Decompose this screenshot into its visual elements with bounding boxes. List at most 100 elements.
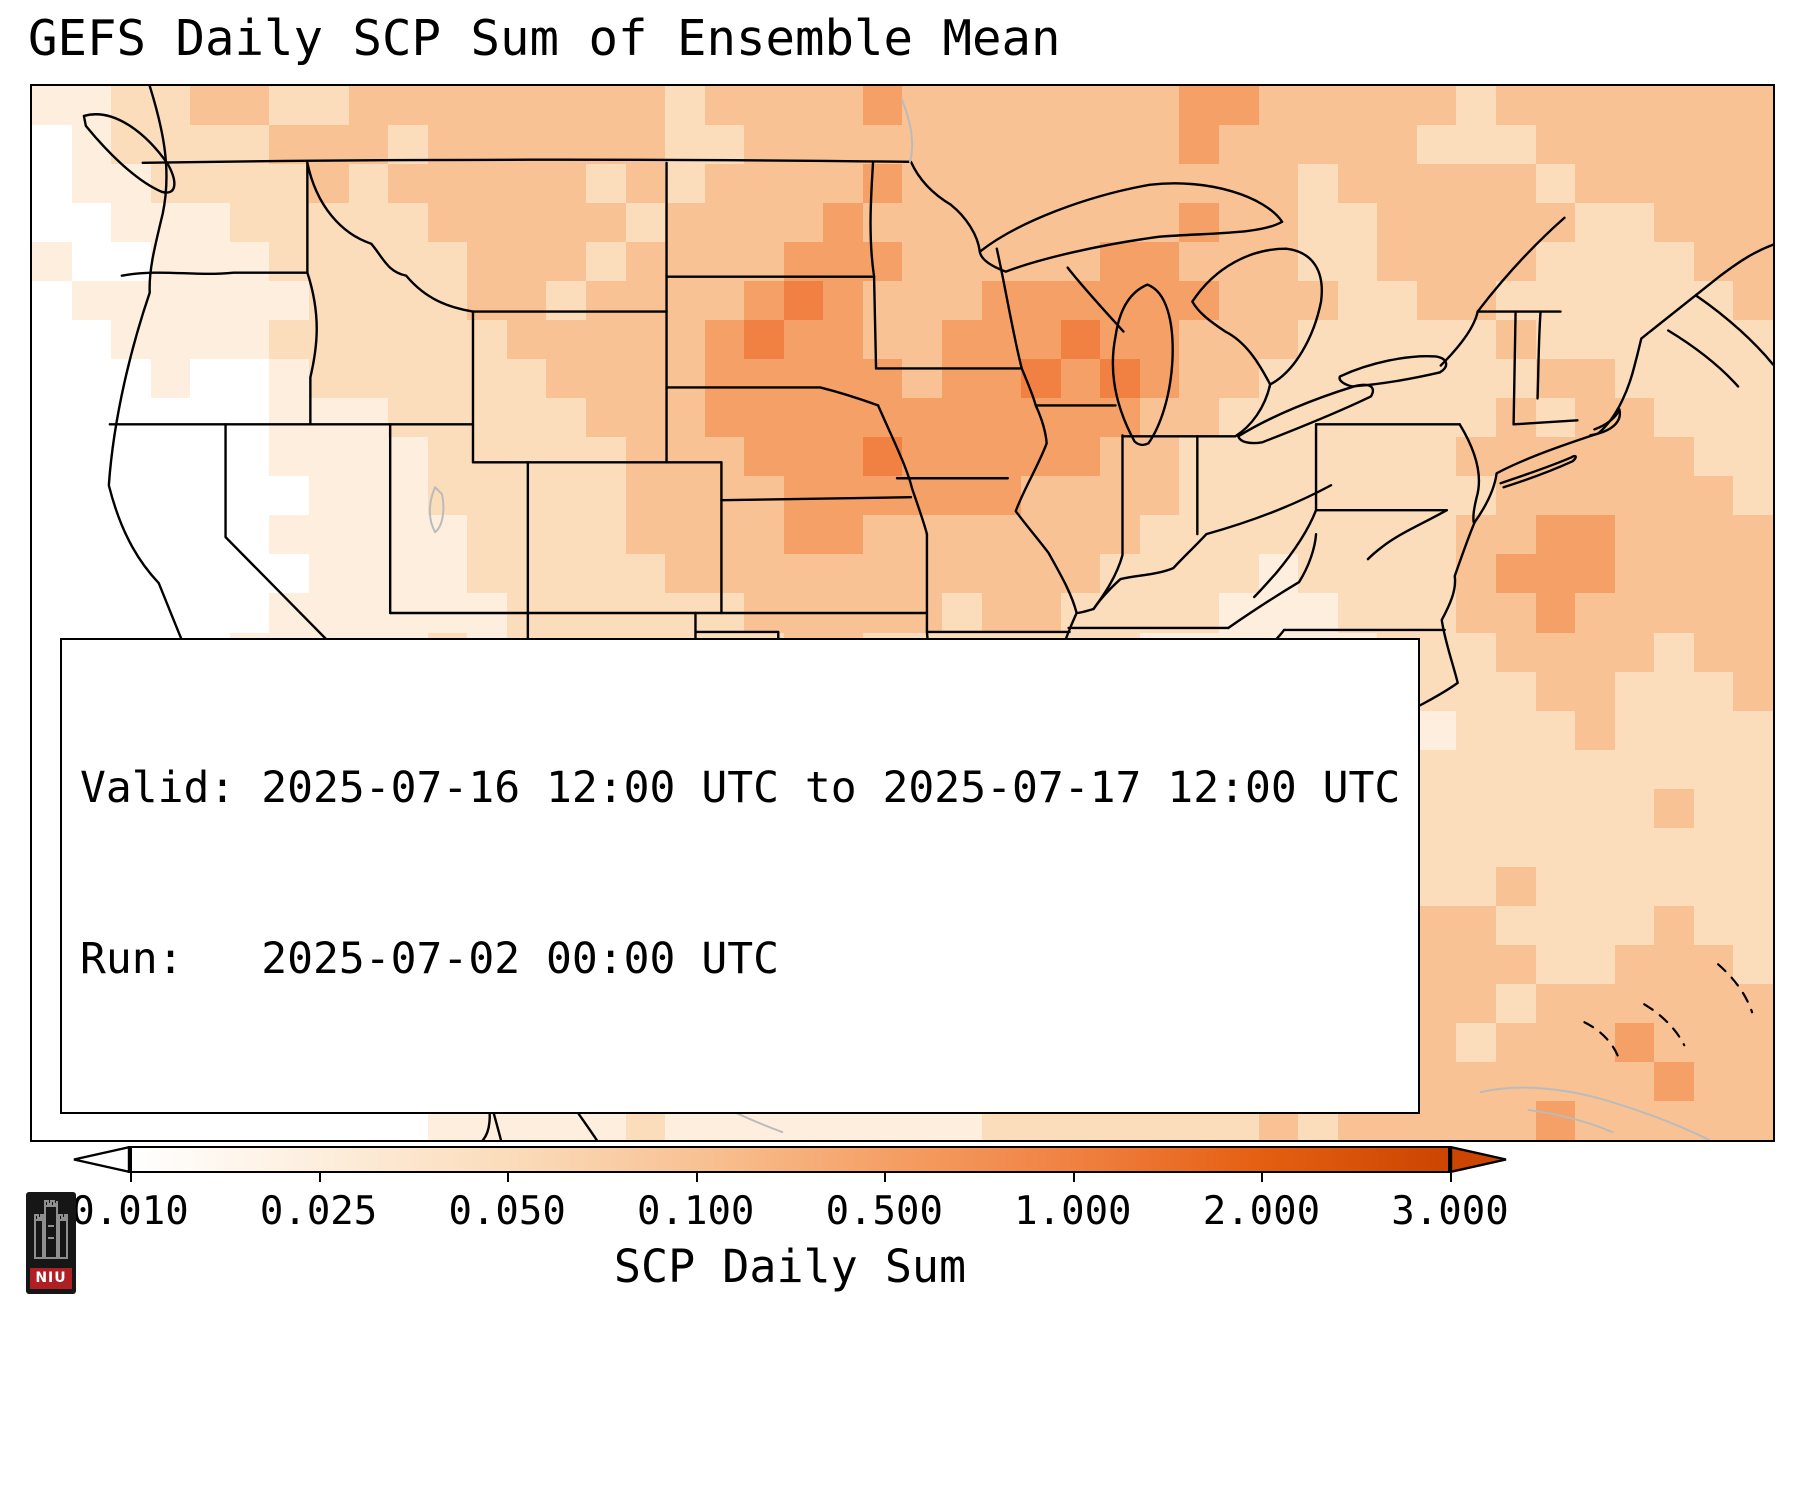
scp-grid-cell: [388, 86, 428, 126]
scp-grid-cell: [744, 203, 784, 243]
scp-grid-cell: [1654, 749, 1694, 789]
scp-grid-cell: [1654, 944, 1694, 984]
scp-grid-cell: [71, 554, 112, 594]
scp-grid-cell: [1733, 788, 1773, 828]
scp-grid-cell: [32, 281, 72, 321]
scp-grid-cell: [1060, 125, 1101, 165]
scp-grid-cell: [1496, 1061, 1536, 1101]
colorbar-tick-label: 0.100: [637, 1189, 755, 1234]
scp-grid-cell: [1337, 398, 1378, 438]
scp-grid-cell: [190, 359, 230, 399]
scp-grid-cell: [1298, 437, 1338, 477]
scp-grid-cell: [823, 125, 863, 165]
scp-grid-cell: [506, 359, 547, 399]
scp-grid-cell: [942, 476, 982, 516]
scp-grid-cell: [1139, 515, 1180, 555]
scp-grid-cell: [427, 320, 468, 360]
scp-grid-cell: [32, 320, 72, 360]
scp-grid-cell: [1575, 710, 1615, 750]
scp-grid-cell: [1219, 242, 1259, 282]
scp-grid-cell: [1219, 515, 1259, 555]
scp-grid-cell: [1179, 437, 1220, 477]
scp-grid-cell: [1733, 398, 1773, 438]
great-lakes-outlines: [978, 182, 1448, 446]
scp-grid-cell: [71, 242, 112, 282]
scp-grid-cell: [229, 359, 270, 399]
scp-grid-cell: [1100, 515, 1140, 555]
scp-grid-cell: [229, 164, 270, 204]
scp-grid-cell: [942, 593, 982, 633]
scp-grid-cell: [1654, 788, 1694, 828]
scp-grid-cell: [1416, 866, 1457, 906]
scp-grid-cell: [467, 554, 507, 594]
scp-grid-cell: [269, 515, 309, 555]
scp-grid-cell: [546, 398, 586, 438]
scp-grid-cell: [585, 359, 626, 399]
scp-grid-cell: [348, 164, 389, 204]
scp-grid-cell: [1298, 593, 1338, 633]
scp-grid-cell: [1298, 320, 1338, 360]
scp-grid-cell: [1456, 866, 1497, 906]
scp-grid-cell: [71, 320, 112, 360]
scp-grid-cell: [1575, 554, 1615, 594]
scp-grid-cell: [1614, 476, 1655, 516]
scp-grid-cell: [348, 398, 389, 438]
scp-grid-cell: [150, 281, 191, 321]
scp-grid-cell: [269, 359, 309, 399]
scp-grid-cell: [1258, 320, 1299, 360]
scp-grid-cell: [1693, 164, 1734, 204]
scp-grid-cell: [783, 398, 824, 438]
scp-grid-cell: [1575, 359, 1615, 399]
scp-grid-cell: [1693, 554, 1734, 594]
scp-grid-cell: [1377, 398, 1417, 438]
scp-grid-cell: [585, 125, 626, 165]
scp-grid-cell: [1614, 242, 1655, 282]
scp-grid-cell: [190, 437, 230, 477]
scp-grid-cell: [1496, 242, 1536, 282]
colorbar-extend-right-arrow: [1450, 1146, 1507, 1173]
scp-grid-cell: [269, 281, 309, 321]
scp-grid-cell: [1693, 593, 1734, 633]
scp-grid-cell: [1575, 866, 1615, 906]
scp-grid-cell: [1060, 203, 1101, 243]
scp-grid-cell: [1614, 593, 1655, 633]
scp-grid-cell: [308, 164, 349, 204]
scp-grid-cell: [71, 281, 112, 321]
scp-grid-cell: [625, 476, 666, 516]
scp-grid-cell: [783, 203, 824, 243]
scp-grid-cell: [546, 125, 586, 165]
scp-grid-cell: [1535, 203, 1576, 243]
scp-grid-cell: [1258, 125, 1299, 165]
scp-grid-cell: [1021, 86, 1061, 126]
scp-grid-cell: [1298, 242, 1338, 282]
scp-grid-cell: [269, 437, 309, 477]
scp-grid-cell: [111, 437, 151, 477]
scp-grid-cell: [111, 593, 151, 633]
scp-grid-cell: [704, 554, 745, 594]
scp-grid-cell: [1614, 983, 1655, 1023]
scp-grid-cell: [269, 242, 309, 282]
scp-grid-cell: [1614, 710, 1655, 750]
scp-grid-cell: [1139, 476, 1180, 516]
colorbar-tick-mark: [1450, 1173, 1452, 1182]
scp-grid-cell: [1337, 320, 1378, 360]
colorbar-tick-mark: [507, 1173, 510, 1182]
scp-grid-cell: [427, 203, 468, 243]
scp-grid-cell: [1614, 827, 1655, 867]
scp-grid-cell: [1654, 632, 1694, 672]
scp-grid-cell: [32, 359, 72, 399]
scp-grid-cell: [229, 476, 270, 516]
scp-grid-cell: [348, 437, 389, 477]
scp-grid-cell: [427, 281, 468, 321]
scp-grid-cell: [1535, 710, 1576, 750]
colorbar-tick-label: 0.500: [825, 1189, 943, 1234]
scp-grid-cell: [1416, 554, 1457, 594]
scp-grid-cell: [744, 515, 784, 555]
scp-grid-cell: [981, 515, 1022, 555]
colorbar-tick-label: 0.010: [71, 1189, 189, 1234]
scp-grid-cell: [1416, 788, 1457, 828]
scp-grid-cell: [1139, 593, 1180, 633]
scp-grid-cell: [1733, 515, 1773, 555]
scp-grid-cell: [783, 125, 824, 165]
scp-grid-cell: [823, 398, 863, 438]
